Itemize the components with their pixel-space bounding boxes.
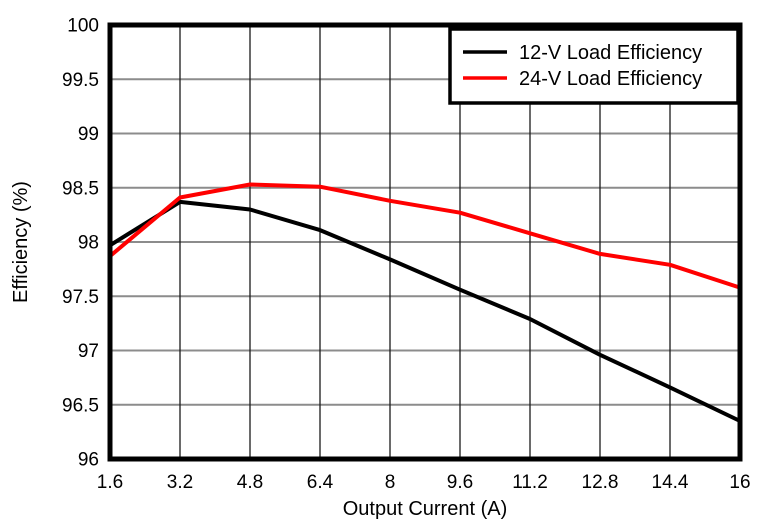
x-tick-label: 16 (729, 472, 750, 493)
y-tick-label: 97.5 (62, 287, 99, 308)
x-tick-label: 9.6 (447, 472, 473, 493)
x-tick-label: 12.8 (582, 472, 619, 493)
y-tick-label: 100 (67, 16, 99, 37)
x-axis-title: Output Current (A) (343, 498, 508, 520)
legend-label-24v: 24-V Load Efficiency (519, 68, 702, 90)
y-tick-label: 96 (78, 450, 99, 471)
x-tick-label: 4.8 (237, 472, 263, 493)
series-line-12v (108, 199, 741, 423)
x-tick-label: 3.2 (167, 472, 193, 493)
y-tick-label: 97 (78, 341, 99, 362)
x-tick-label: 8 (385, 472, 396, 493)
x-tick-label: 11.2 (512, 472, 548, 493)
x-tick-label: 6.4 (307, 472, 334, 493)
series-line-24v (108, 182, 741, 290)
y-tick-label: 98 (78, 233, 99, 254)
y-tick-label: 99.5 (62, 70, 99, 91)
x-tick-label: 1.6 (97, 472, 123, 493)
x-tick-label: 14.4 (652, 472, 689, 493)
y-tick-label: 98.5 (62, 178, 99, 199)
legend: 12-V Load Efficiency 24-V Load Efficiency (448, 27, 740, 105)
y-axis-title: Efficiency (%) (10, 181, 32, 303)
plot-border (107, 22, 743, 462)
y-tick-label: 96.5 (62, 395, 99, 416)
legend-box (448, 27, 740, 105)
y-tick-label: 99 (78, 124, 99, 145)
legend-label-12v: 12-V Load Efficiency (519, 42, 702, 64)
